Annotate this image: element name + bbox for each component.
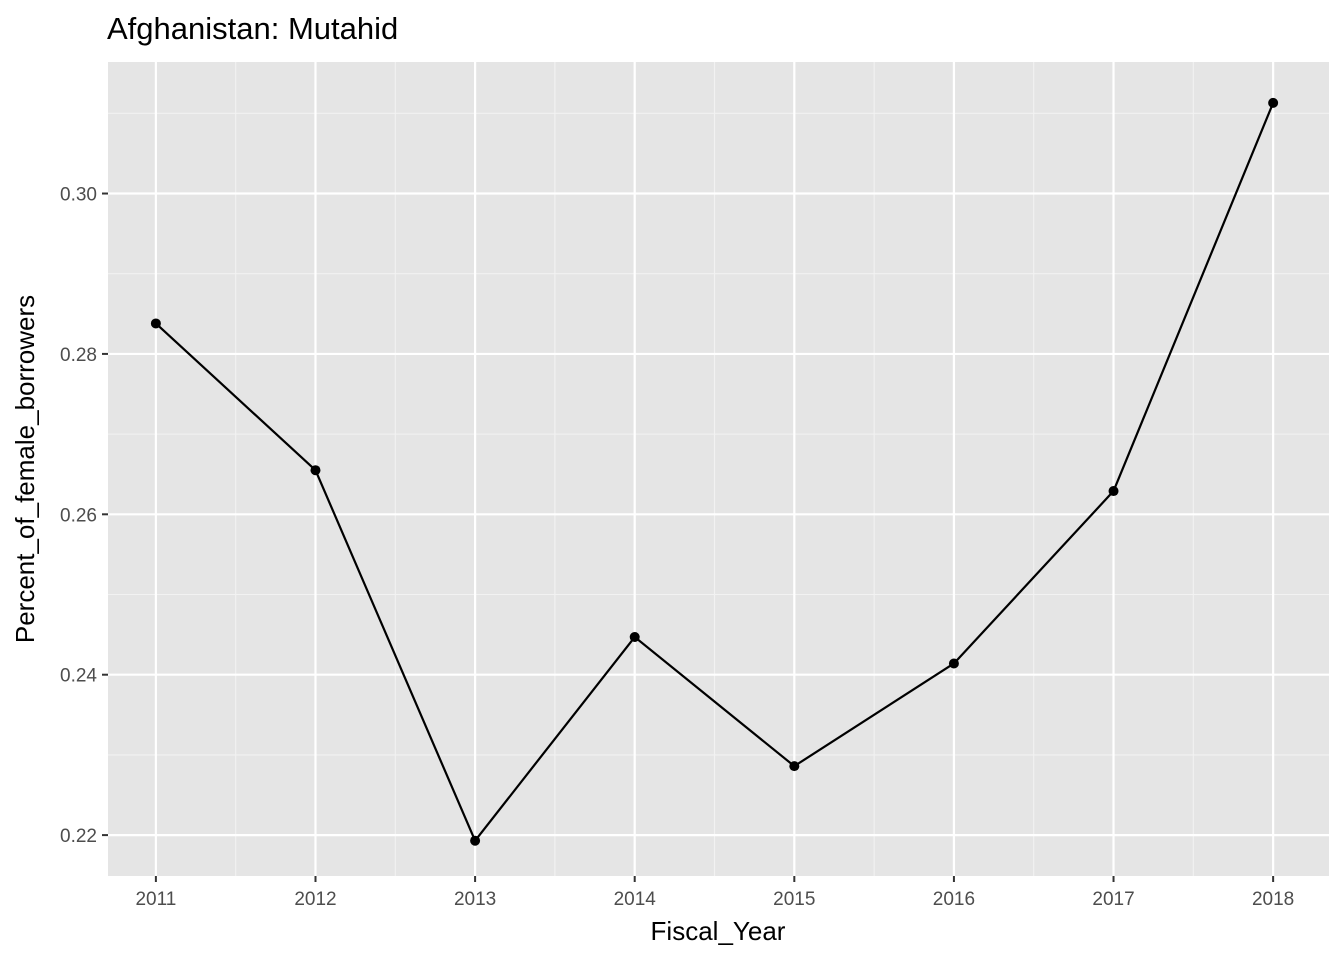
x-axis-ticks: 2011 2012 2013 2014 2015 2016 2017 2018 [135, 876, 1294, 910]
x-tick-label: 2013 [454, 889, 496, 910]
chart-title: Afghanistan: Mutahid [107, 11, 398, 46]
series-line [155, 102, 1275, 842]
data-point [470, 835, 481, 846]
x-tick-label: 2015 [773, 889, 815, 910]
x-tick-label: 2014 [614, 889, 657, 910]
data-point [629, 632, 640, 643]
x-tick-label: 2018 [1252, 889, 1294, 910]
data-point [789, 761, 800, 772]
x-tick-label: 2011 [135, 889, 176, 910]
y-tick-label: 0.24 [60, 666, 97, 687]
data-point [1268, 97, 1279, 108]
y-axis-ticks: 0.22 0.24 0.26 0.28 0.30 [60, 185, 108, 847]
plot-panel [108, 62, 1329, 876]
y-tick-label: 0.28 [60, 345, 97, 366]
x-axis-title: Fiscal_Year [651, 916, 786, 946]
y-tick-label: 0.30 [60, 185, 97, 206]
x-tick-label: 2016 [933, 889, 975, 910]
data-point [1108, 486, 1119, 497]
y-tick-label: 0.22 [60, 826, 97, 847]
data-point [948, 658, 959, 669]
data-point [310, 465, 321, 476]
y-tick-label: 0.26 [60, 505, 97, 526]
minor-gridlines [108, 62, 1329, 876]
y-axis-title: Percent_of_female_borrowers [10, 295, 40, 643]
data-point [150, 318, 161, 329]
x-tick-label: 2017 [1092, 889, 1134, 910]
x-tick-label: 2012 [294, 889, 336, 910]
series-layer [150, 97, 1279, 846]
